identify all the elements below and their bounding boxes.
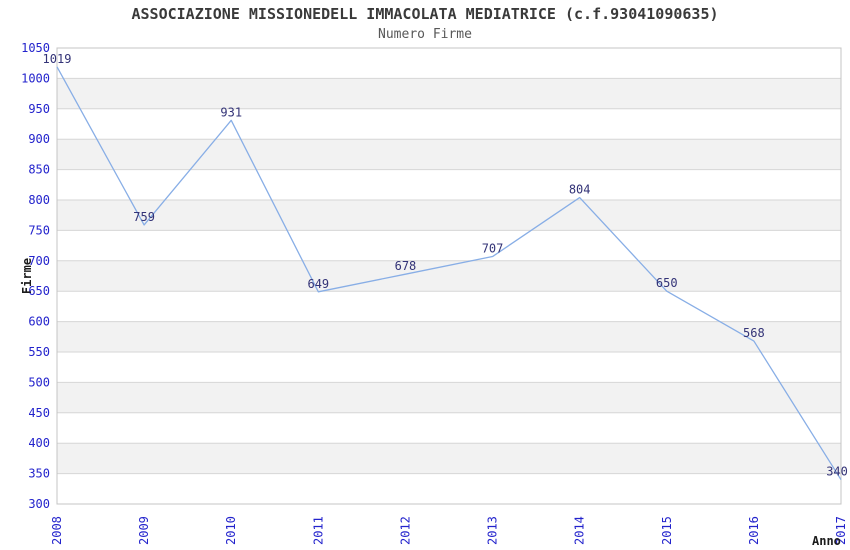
y-tick-label: 900 <box>28 132 50 146</box>
x-tick-label: 2014 <box>573 516 587 545</box>
x-tick-label: 2008 <box>50 516 64 545</box>
x-tick-label: 2010 <box>224 516 238 545</box>
y-axis-title: Firme <box>20 257 34 295</box>
data-label: 340 <box>826 465 848 479</box>
data-label: 1019 <box>43 52 72 66</box>
plot-band <box>57 443 841 474</box>
y-tick-label: 850 <box>28 163 50 177</box>
x-tick-label: 2012 <box>398 516 412 545</box>
y-tick-label: 550 <box>28 345 50 359</box>
plot-band <box>57 382 841 413</box>
x-axis-title: Anno <box>812 534 841 548</box>
chart-title: ASSOCIAZIONE MISSIONEDELL IMMACOLATA MED… <box>131 5 719 23</box>
data-label: 804 <box>569 183 591 197</box>
y-tick-label: 800 <box>28 193 50 207</box>
chart-subtitle: Numero Firme <box>378 27 472 42</box>
y-tick-label: 700 <box>28 254 50 268</box>
x-tick-label: 2009 <box>137 516 151 545</box>
y-tick-label: 600 <box>28 315 50 329</box>
y-tick-label: 1050 <box>21 41 50 55</box>
x-tick-label: 2015 <box>660 516 674 545</box>
data-label: 707 <box>482 242 504 256</box>
data-label: 568 <box>743 326 765 340</box>
y-tick-label: 350 <box>28 467 50 481</box>
x-tick-label: 2016 <box>747 516 761 545</box>
data-label: 649 <box>307 277 329 291</box>
data-label: 759 <box>133 210 155 224</box>
series-line <box>56 66 842 481</box>
x-tick-label: 2013 <box>486 516 500 545</box>
data-label: 931 <box>220 105 242 119</box>
x-tick-label: 2011 <box>311 516 325 545</box>
plot-band <box>57 321 841 352</box>
data-label: 678 <box>395 259 417 273</box>
plot-band <box>57 139 841 170</box>
plot-band <box>57 78 841 109</box>
plot-border <box>56 47 842 505</box>
y-tick-label: 750 <box>28 223 50 237</box>
y-tick-label: 650 <box>28 284 50 298</box>
data-label: 650 <box>656 276 678 290</box>
y-tick-label: 300 <box>28 497 50 511</box>
plot-band <box>57 200 841 231</box>
y-tick-label: 450 <box>28 406 50 420</box>
y-tick-label: 950 <box>28 102 50 116</box>
x-tick-label: 2017 <box>834 516 848 545</box>
y-tick-label: 500 <box>28 375 50 389</box>
y-tick-label: 400 <box>28 436 50 450</box>
y-tick-label: 1000 <box>21 71 50 85</box>
